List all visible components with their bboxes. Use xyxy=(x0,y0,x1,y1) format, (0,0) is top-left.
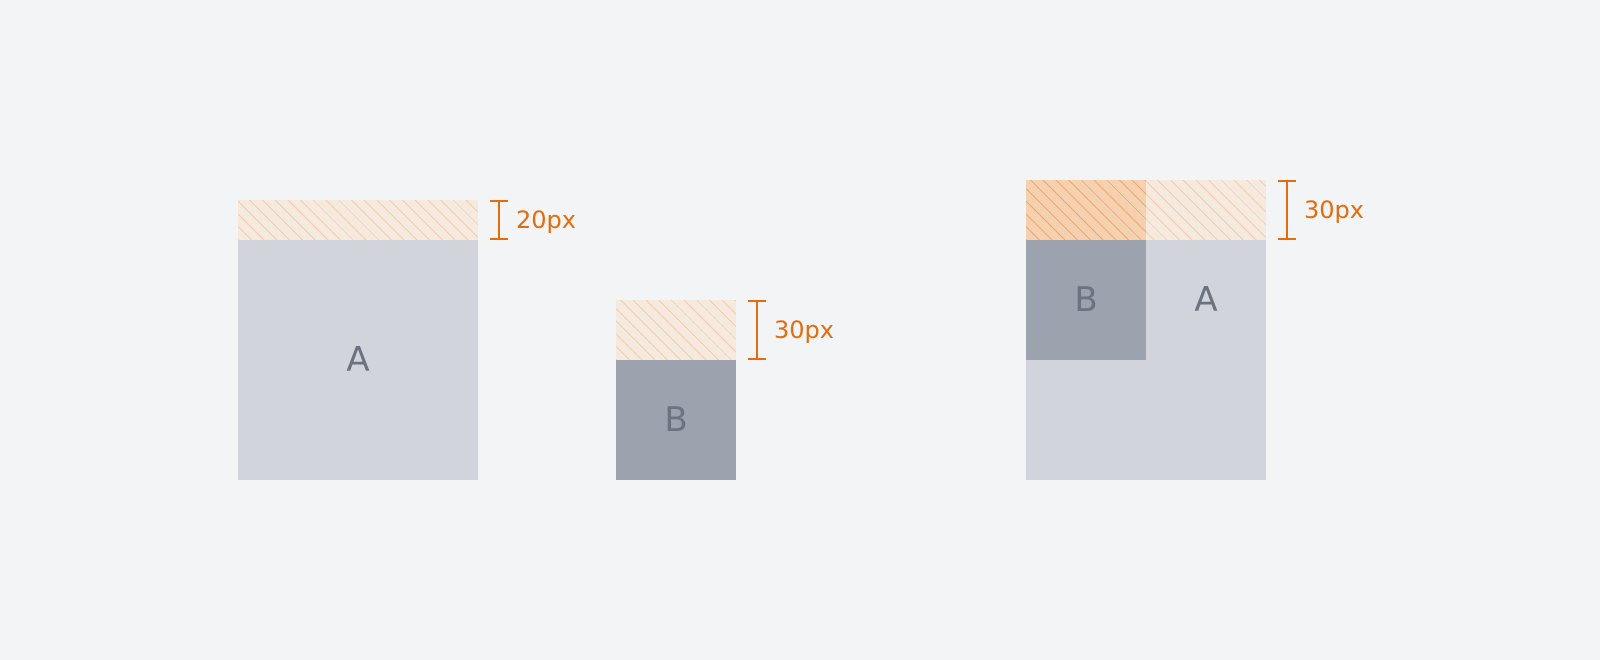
combined-box-b-label: B xyxy=(1074,280,1098,320)
combined-box-a-label-wrap: A xyxy=(1146,240,1266,360)
box-b-margin-label: 30px xyxy=(774,316,834,344)
box-a-label: A xyxy=(346,340,370,380)
box-b-label: B xyxy=(664,400,688,440)
box-a-margin-bracket xyxy=(490,200,508,240)
combined-b-margin-overlap xyxy=(1026,180,1146,240)
combined-box-a-label: A xyxy=(1194,280,1218,320)
combined-box-b: B xyxy=(1026,240,1146,360)
box-a: A xyxy=(238,240,478,480)
combined-margin-label: 30px xyxy=(1304,196,1364,224)
box-a-margin-label: 20px xyxy=(516,206,576,234)
combined-margin-bracket xyxy=(1278,180,1296,240)
box-b-margin-bracket xyxy=(748,300,766,360)
box-b: B xyxy=(616,360,736,480)
box-b-margin-area xyxy=(616,300,736,360)
combined-margin-area xyxy=(1026,180,1266,240)
box-a-margin-area xyxy=(238,200,478,240)
